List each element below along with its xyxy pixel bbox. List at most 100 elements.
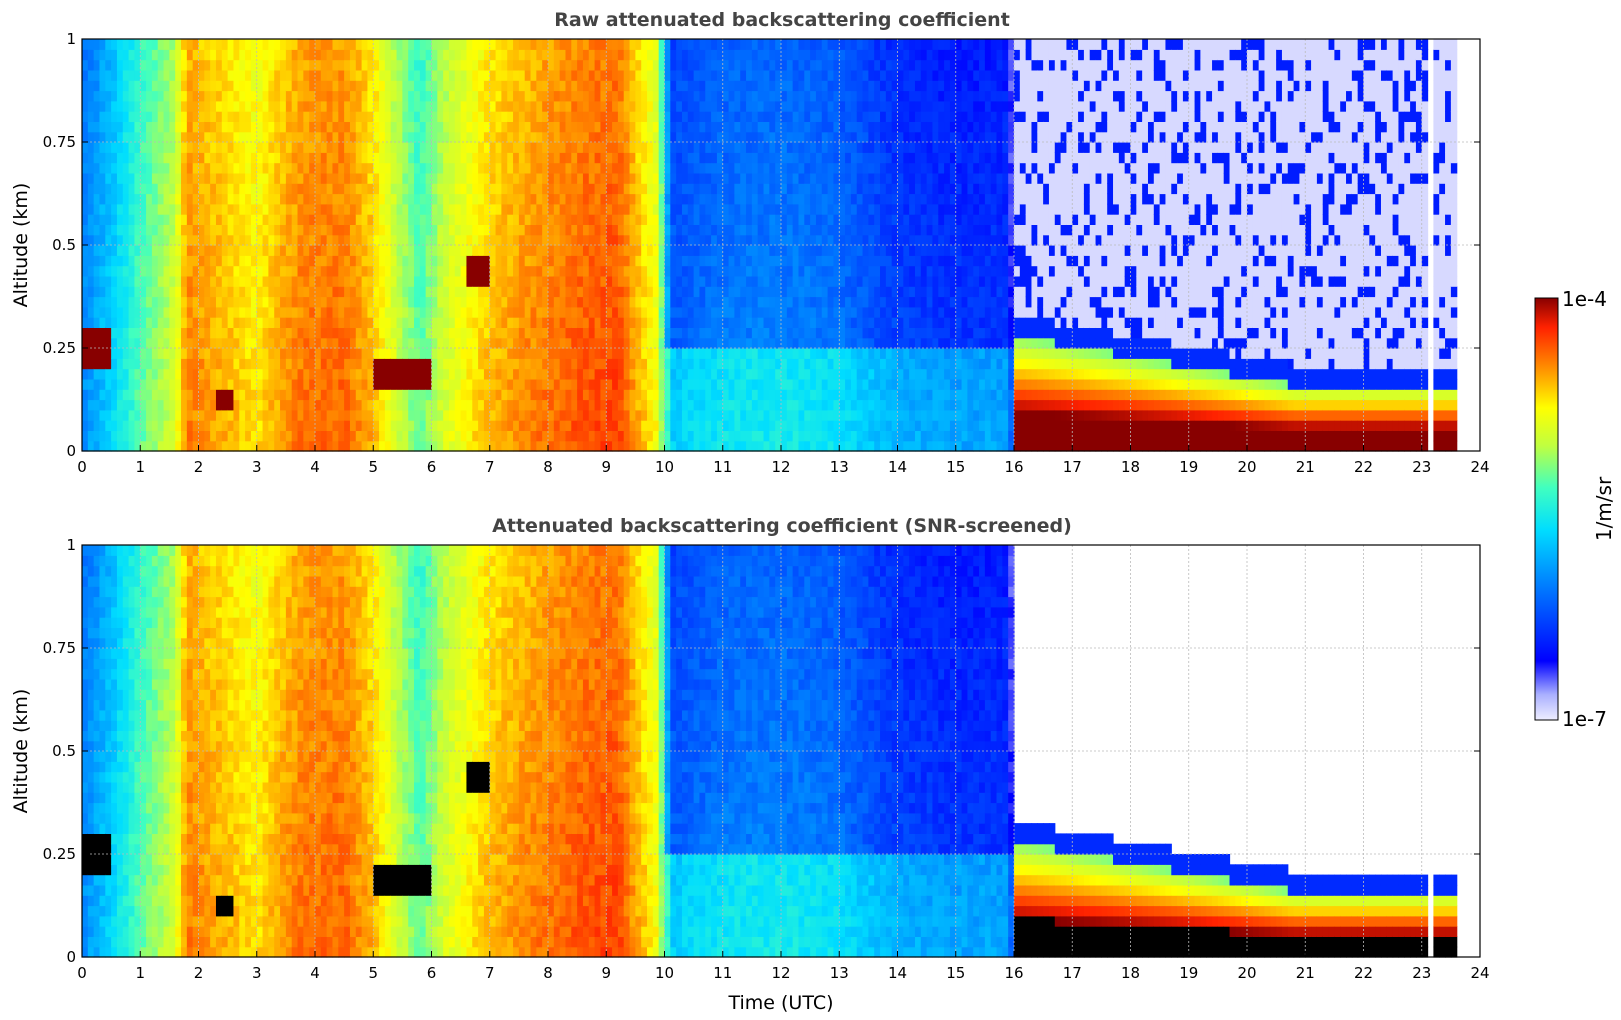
heatmap-cell — [594, 440, 602, 452]
heatmap-cell — [402, 203, 409, 215]
heatmap-cell — [635, 172, 642, 184]
heatmap-cell — [361, 39, 369, 50]
heatmap-cell — [93, 286, 101, 298]
heatmap-cell — [204, 152, 211, 164]
heatmap-cell — [448, 142, 456, 153]
heatmap-cell — [116, 111, 124, 122]
heatmap-cell — [122, 255, 130, 267]
heatmap-cell — [367, 90, 374, 102]
heatmap-cell — [647, 409, 654, 421]
heatmap-cell — [594, 255, 602, 267]
heatmap-cell — [431, 162, 438, 174]
heatmap-cell — [116, 358, 124, 370]
heatmap-cell — [280, 59, 287, 71]
heatmap-cell — [804, 111, 811, 122]
heatmap-cell — [239, 420, 246, 431]
heatmap-cell — [297, 389, 304, 401]
heatmap-cell — [734, 131, 741, 143]
heatmap-cell — [571, 368, 578, 380]
heatmap-cell — [699, 389, 706, 401]
heatmap-cell — [297, 131, 304, 143]
heatmap-cell — [175, 121, 182, 133]
heatmap-cell — [291, 286, 299, 298]
heatmap-cell — [157, 131, 165, 143]
heatmap-cell — [693, 389, 701, 401]
heatmap-cell — [693, 142, 701, 153]
heatmap-cell — [734, 142, 741, 153]
heatmap-cell — [221, 121, 229, 133]
heatmap-cell — [111, 39, 118, 50]
heatmap-cell — [489, 59, 497, 71]
heatmap-cell — [711, 420, 718, 431]
heatmap-cell — [670, 327, 677, 339]
heatmap-cell — [355, 399, 363, 411]
heatmap-cell — [600, 172, 607, 184]
heatmap-cell — [728, 265, 735, 277]
heatmap-cell — [786, 224, 794, 236]
heatmap-cell — [693, 172, 701, 184]
heatmap-cell — [297, 90, 304, 102]
heatmap-cell — [582, 399, 590, 411]
heatmap-cell — [641, 337, 648, 349]
heatmap-cell — [99, 409, 106, 421]
heatmap-cell — [757, 90, 765, 102]
heatmap-cell — [781, 111, 788, 122]
heatmap-cell — [268, 80, 275, 92]
heatmap-cell — [577, 399, 584, 411]
heatmap-cell — [425, 286, 433, 298]
heatmap-cell — [169, 255, 176, 267]
heatmap-cell — [699, 49, 706, 61]
heatmap-cell — [122, 420, 130, 431]
heatmap-cell — [285, 121, 293, 133]
heatmap-cell — [320, 265, 328, 277]
heatmap-cell — [99, 275, 106, 287]
heatmap-cell — [425, 162, 433, 174]
heatmap-cell — [448, 337, 456, 349]
heatmap-cell — [740, 296, 747, 308]
heatmap-cell — [617, 69, 625, 81]
heatmap-cell — [478, 203, 485, 215]
heatmap-cell — [448, 39, 456, 50]
heatmap-cell — [664, 306, 671, 318]
heatmap-cell — [414, 440, 421, 452]
heatmap-cell — [256, 49, 264, 61]
heatmap-cell — [763, 327, 770, 339]
heatmap-cell — [280, 286, 287, 298]
heatmap-cell — [460, 39, 468, 50]
heatmap-cell — [664, 317, 671, 328]
heatmap-cell — [501, 80, 508, 92]
heatmap-cell — [227, 389, 235, 401]
heatmap-cell — [204, 100, 211, 112]
heatmap-cell — [297, 430, 304, 442]
heatmap-cell — [111, 131, 118, 143]
heatmap-cell — [437, 399, 444, 411]
heatmap-cell — [82, 306, 89, 318]
heatmap-cell — [99, 214, 106, 225]
heatmap-cell — [617, 121, 625, 133]
heatmap-cell — [175, 306, 182, 318]
heatmap-cell — [553, 348, 561, 359]
heatmap-cell — [262, 214, 269, 225]
heatmap-cell — [751, 378, 759, 390]
heatmap-cell — [542, 183, 549, 195]
heatmap-cell — [82, 203, 89, 215]
heatmap-cell — [82, 296, 89, 308]
heatmap-cell — [82, 183, 89, 195]
heatmap-cell — [722, 430, 730, 442]
heatmap-cell — [652, 265, 660, 277]
heatmap-cell — [676, 389, 683, 401]
heatmap-cell — [140, 306, 147, 318]
heatmap-cell — [693, 59, 701, 71]
heatmap-cell — [390, 193, 398, 205]
heatmap-cell — [285, 39, 293, 50]
heatmap-cell — [798, 399, 805, 411]
heatmap-cell — [670, 80, 677, 92]
heatmap-cell — [553, 337, 561, 349]
heatmap-cell — [390, 203, 398, 215]
heatmap-cell — [93, 430, 101, 442]
heatmap-cell — [344, 368, 351, 380]
heatmap-cell — [425, 172, 433, 184]
heatmap-cell — [431, 420, 438, 431]
heatmap-cell — [751, 203, 759, 215]
heatmap-cell — [629, 224, 636, 236]
